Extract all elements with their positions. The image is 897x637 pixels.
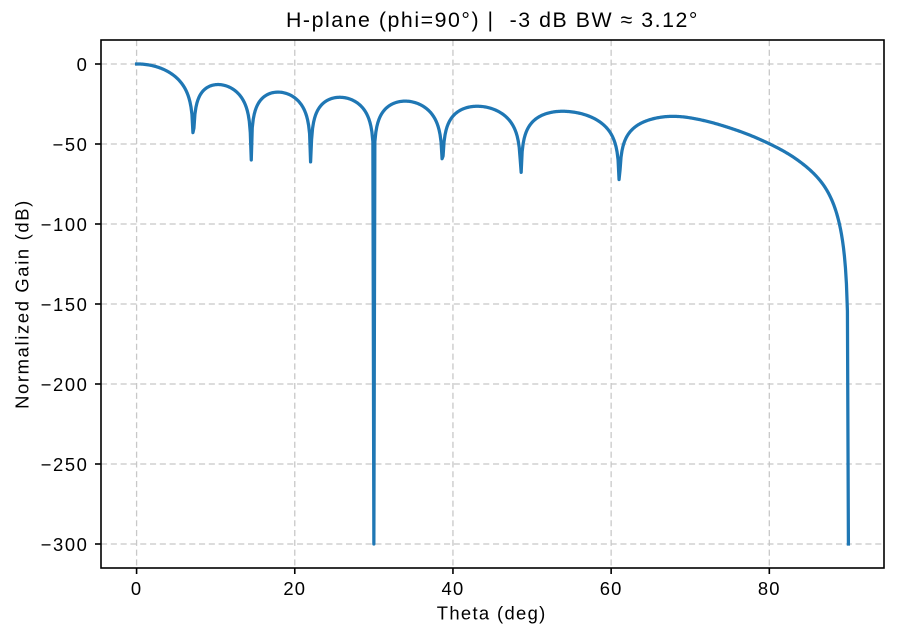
- svg-text:H-plane (phi=90°) | -3 dB BW: H-plane (phi=90°) | -3 dB BW ≈ 3.12°: [286, 8, 699, 32]
- svg-text:80: 80: [758, 578, 781, 599]
- svg-text:−250: −250: [41, 454, 89, 475]
- svg-text:−300: −300: [41, 534, 89, 555]
- svg-text:−200: −200: [41, 374, 89, 395]
- svg-text:−50: −50: [53, 134, 89, 155]
- svg-text:20: 20: [283, 578, 306, 599]
- svg-text:0: 0: [131, 578, 142, 599]
- svg-text:40: 40: [442, 578, 465, 599]
- svg-text:−150: −150: [41, 294, 89, 315]
- svg-text:Normalized Gain (dB): Normalized Gain (dB): [12, 199, 33, 409]
- svg-text:−100: −100: [41, 214, 89, 235]
- svg-text:60: 60: [600, 578, 623, 599]
- svg-text:Theta (deg): Theta (deg): [437, 603, 547, 624]
- svg-text:0: 0: [77, 54, 89, 75]
